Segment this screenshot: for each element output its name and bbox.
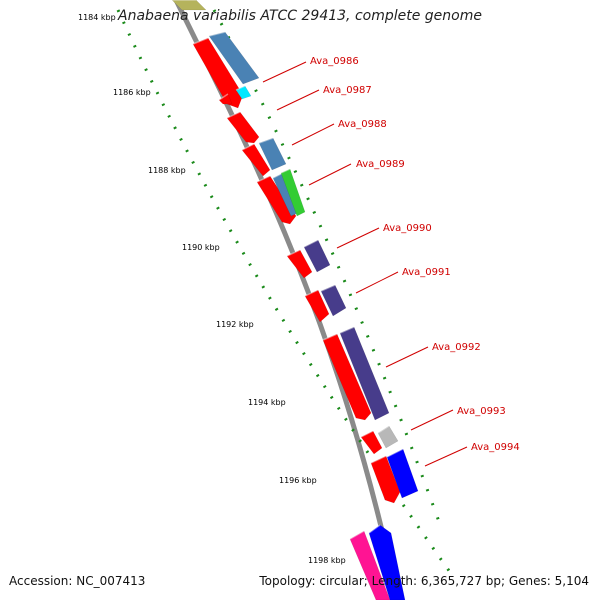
genome-title: Anabaena variabilis ATCC 29413, complete… <box>118 8 482 24</box>
gene-feature-cyan <box>235 85 252 100</box>
scale-label: 1194 kbp <box>248 398 286 407</box>
gene-feature-red <box>241 143 271 177</box>
gene-label-leader <box>291 123 335 146</box>
gene-feature-highlight <box>286 249 301 257</box>
gene-feature-highlight <box>320 284 336 292</box>
gene-feature-purple <box>339 326 390 421</box>
gene-feature-highlight <box>349 530 365 540</box>
gene-feature-red <box>256 175 297 225</box>
gene-feature-highlight <box>303 239 319 248</box>
scale-label: 1192 kbp <box>216 320 254 329</box>
gene-feature-blue <box>386 448 419 499</box>
gene-feature-highlight <box>208 31 226 37</box>
gene-feature-red <box>286 249 313 279</box>
gene-feature-gray <box>377 425 399 449</box>
gene-label: Ava_0994 <box>471 442 520 453</box>
scale-label: 1184 kbp <box>78 13 116 22</box>
gene-feature-highlight <box>386 448 404 458</box>
gene-feature-steel <box>208 31 260 85</box>
scale-label: 1196 kbp <box>279 476 317 485</box>
gene-feature-green <box>280 168 306 217</box>
gene-label: Ava_0988 <box>338 119 387 130</box>
gene-feature-red <box>218 93 233 105</box>
gene-label: Ava_0987 <box>323 85 372 96</box>
gene-feature-purple <box>303 239 331 273</box>
gene-feature-highlight <box>377 425 390 434</box>
gene-label-leader <box>308 163 352 186</box>
gene-label: Ava_0986 <box>310 56 359 67</box>
gene-feature-highlight <box>235 85 246 91</box>
gene-feature-highlight <box>226 111 241 119</box>
gene-feature-purple <box>320 284 347 317</box>
gene-feature-red <box>370 455 401 504</box>
accession-label: Accession: NC_007413 <box>9 574 146 588</box>
gene-feature-olive <box>171 0 207 11</box>
gene-feature-steel <box>258 137 287 171</box>
gene-feature-highlight <box>258 137 274 144</box>
gene-feature-highlight <box>241 143 255 151</box>
gene-feature-highlight <box>360 430 374 438</box>
gene-feature-highlight <box>304 289 319 297</box>
gene-feature-blue <box>368 524 406 600</box>
gene-feature-highlight <box>256 175 271 183</box>
scale-label: 1190 kbp <box>182 243 220 252</box>
gene-feature-highlight <box>322 333 338 341</box>
gene-label: Ava_0989 <box>356 159 405 170</box>
gene-label: Ava_0992 <box>432 342 481 353</box>
gene-label: Ava_0991 <box>402 267 451 278</box>
gene-feature-highlight <box>368 524 381 534</box>
gene-label: Ava_0990 <box>383 223 432 234</box>
gene-label-leader <box>276 89 320 111</box>
gene-feature-pink <box>349 530 391 600</box>
scale-label: 1188 kbp <box>148 166 186 175</box>
gene-label-leader <box>410 409 454 431</box>
scale-label: 1186 kbp <box>113 88 151 97</box>
gene-label-leader <box>355 271 399 294</box>
gene-label-leader <box>385 346 429 368</box>
gene-label-leader <box>262 61 307 83</box>
gene-feature-highlight <box>280 168 291 174</box>
gene-feature-red <box>304 289 330 323</box>
gene-feature-highlight <box>192 37 209 45</box>
gene-feature-highlight <box>218 93 229 101</box>
gene-feature-red <box>226 111 260 144</box>
gene-label-leader <box>336 227 380 249</box>
gene-feature-highlight <box>370 455 387 464</box>
gene-feature-red <box>360 430 383 455</box>
topology-label: Topology: circular; Length: 6,365,727 bp… <box>259 574 589 588</box>
gene-feature-red <box>322 333 372 421</box>
scale-label: 1198 kbp <box>308 556 346 565</box>
gene-feature-highlight <box>339 326 355 334</box>
gene-feature-red <box>192 37 244 109</box>
gene-label-leader <box>424 446 468 467</box>
gene-label: Ava_0993 <box>457 406 506 417</box>
